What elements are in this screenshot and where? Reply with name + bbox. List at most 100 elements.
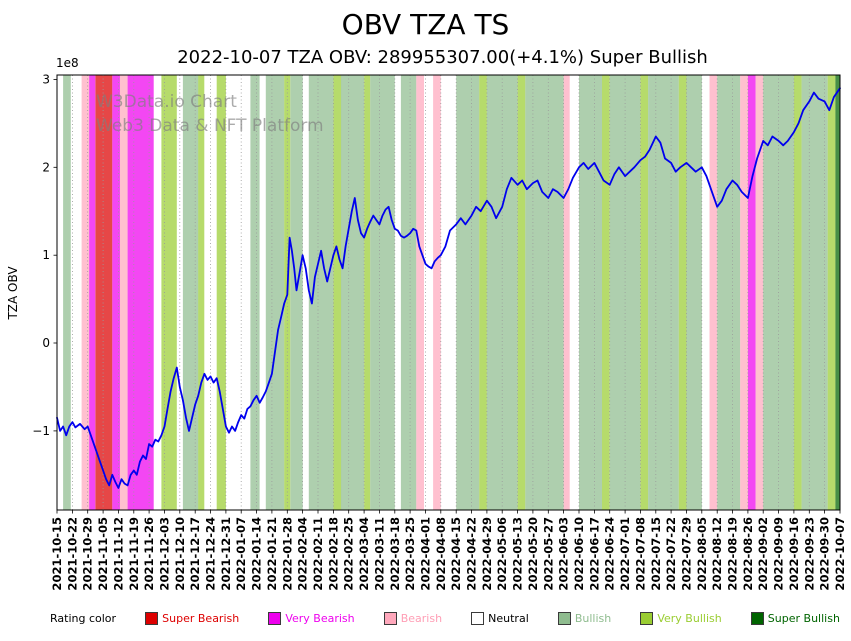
x-tick-label: 2022-02-18 — [326, 517, 340, 591]
x-tick-label: 2022-01-14 — [250, 517, 264, 591]
watermark-line2: Web3 Data & NFT Platform — [96, 116, 324, 136]
rating-band-bullish — [182, 75, 199, 510]
rating-band-super_bearish — [95, 75, 113, 510]
x-tick-label: 2022-01-07 — [234, 517, 248, 591]
x-tick-label: 2022-03-25 — [403, 517, 417, 591]
rating-band-very_bullish — [640, 75, 649, 510]
rating-band-super_bullish — [835, 75, 840, 510]
x-tick-label: 2021-10-22 — [65, 517, 79, 591]
rating-band-bearish — [709, 75, 718, 510]
x-tick-label: 2021-10-29 — [81, 517, 95, 591]
x-tick-label: 2022-07-15 — [649, 517, 663, 591]
x-tick-label: 2022-05-20 — [526, 517, 540, 591]
obv-chart-canvas: TZA OBV 1e8 W3Data.io Chart Web3 Data & … — [6, 56, 847, 591]
rating-band-very_bullish — [364, 75, 371, 510]
legend-label-bearish: Bearish — [400, 612, 443, 625]
obv-line-series — [56, 87, 841, 489]
legend-swatch-very_bullish — [640, 612, 654, 625]
legend-label-super_bearish: Super Bearish — [162, 612, 240, 625]
x-tick-label: 2022-09-23 — [802, 517, 816, 591]
x-tick-label: 2022-09-16 — [787, 517, 801, 591]
x-tick-label: 2022-07-01 — [618, 517, 632, 591]
x-tick-label: 2022-01-28 — [280, 517, 294, 591]
x-tick-label: 2021-11-19 — [127, 517, 141, 591]
legend-item-super_bullish: Super Bullish — [750, 612, 840, 625]
rating-band-very_bearish — [89, 75, 96, 510]
rating-band-very_bearish — [112, 75, 120, 510]
rating-band-bullish — [456, 75, 480, 510]
rating-band-bullish — [400, 75, 417, 510]
rating-band-very_bullish — [827, 75, 836, 510]
rating-band-bullish — [250, 75, 260, 510]
x-tick-label: 2022-04-01 — [419, 517, 433, 591]
x-tick-label: 2022-04-08 — [434, 517, 448, 591]
x-tick-label: 2022-08-26 — [741, 517, 755, 591]
x-tick-label: 2022-08-12 — [710, 517, 724, 591]
legend-swatch-bearish — [383, 612, 397, 625]
rating-band-bearish — [416, 75, 424, 510]
y-tick-label: 2 — [42, 160, 50, 174]
x-tick-label: 2022-07-08 — [633, 517, 647, 591]
rating-band-bearish — [755, 75, 764, 510]
x-tick-label: 2021-12-17 — [188, 517, 202, 591]
legend-label-super_bullish: Super Bullish — [767, 612, 840, 625]
x-tick-label: 2022-06-24 — [603, 517, 617, 591]
legend-swatch-very_bearish — [268, 612, 282, 625]
chart-title: OBV TZA TS — [341, 8, 510, 41]
legend-item-bearish: Bearish — [383, 612, 443, 625]
x-tick-label: 2022-02-25 — [342, 517, 356, 591]
x-tick-label: 2022-04-22 — [465, 517, 479, 591]
rating-band-bullish — [579, 75, 602, 510]
x-tick-label: 2021-12-10 — [173, 517, 187, 591]
plot-border — [56, 74, 841, 511]
rating-bands — [63, 75, 840, 510]
rating-band-bullish — [341, 75, 364, 510]
rating-band-bearish — [433, 75, 441, 510]
rating-legend: Rating color Super Bearish Very Bearish Be… — [50, 612, 840, 625]
rating-band-bullish — [717, 75, 741, 510]
x-tick-label: 2021-12-03 — [158, 517, 172, 591]
x-tick-label: 2022-02-04 — [296, 517, 310, 591]
x-tick-label: 2022-06-03 — [557, 517, 571, 591]
x-tick-label: 2022-05-27 — [541, 517, 555, 591]
legend-label-very_bullish: Very Bullish — [657, 612, 722, 625]
rating-band-bullish — [265, 75, 285, 510]
x-tick-label: 2021-11-12 — [111, 517, 125, 591]
rating-band-bearish — [740, 75, 748, 510]
x-tick-label: 2022-05-13 — [511, 517, 525, 591]
legend-swatch-super_bullish — [750, 612, 764, 625]
axes — [56, 74, 841, 511]
legend-swatch-super_bearish — [145, 612, 159, 625]
y-tick-label: 1 — [42, 248, 50, 262]
rating-band-very_bullish — [198, 75, 205, 510]
x-tick-label: 2021-10-15 — [50, 517, 64, 591]
legend-label-bullish: Bullish — [574, 612, 612, 625]
x-tick-label: 2022-09-30 — [818, 517, 832, 591]
x-tick-label: 2021-11-26 — [142, 517, 156, 591]
rating-band-very_bullish — [678, 75, 687, 510]
x-tick-label: 2022-10-07 — [833, 517, 847, 591]
rating-band-very_bearish — [747, 75, 756, 510]
x-tick-label: 2022-08-19 — [726, 517, 740, 591]
x-tick-label: 2022-02-11 — [311, 517, 325, 591]
watermark-line1: W3Data.io Chart — [96, 92, 237, 112]
legend-item-bullish: Bullish — [557, 612, 612, 625]
obv-line — [56, 87, 841, 489]
rating-band-bullish — [63, 75, 71, 510]
legend-swatch-bullish — [557, 612, 571, 625]
x-tick-label: 2022-09-09 — [772, 517, 786, 591]
x-tick-label: 2022-03-18 — [388, 517, 402, 591]
x-tick-label: 2022-04-29 — [480, 517, 494, 591]
legend-label-neutral: Neutral — [488, 612, 529, 625]
rating-band-bullish — [648, 75, 679, 510]
legend-label-very_bearish: Very Bearish — [285, 612, 355, 625]
legend-item-super_bearish: Super Bearish — [145, 612, 239, 625]
x-tick-label: 2022-08-05 — [695, 517, 709, 591]
chart-subtitle: 2022-10-07 TZA OBV: 289955307.00(+4.1%) … — [177, 47, 708, 68]
legend-swatch-neutral — [471, 612, 485, 625]
y-axis-label: TZA OBV — [6, 266, 20, 321]
rating-band-very_bullish — [602, 75, 610, 510]
x-tick-label: 2022-07-29 — [680, 517, 694, 591]
legend-item-very_bearish: Very Bearish — [268, 612, 355, 625]
x-tick-label: 2022-04-15 — [449, 517, 463, 591]
